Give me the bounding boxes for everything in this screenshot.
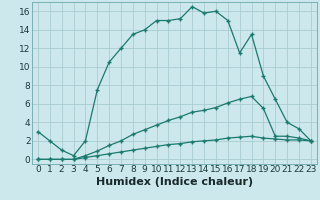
X-axis label: Humidex (Indice chaleur): Humidex (Indice chaleur) — [96, 177, 253, 187]
